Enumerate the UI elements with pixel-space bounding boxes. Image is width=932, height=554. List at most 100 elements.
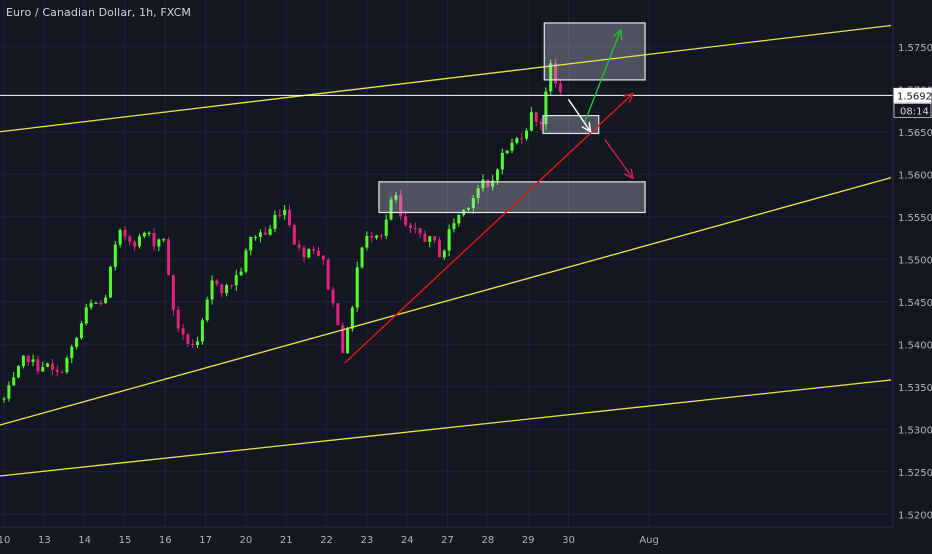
candle-up <box>17 366 21 378</box>
candle-down <box>418 228 422 234</box>
candle-up <box>544 91 548 125</box>
candle-up <box>75 338 79 347</box>
candle-down <box>297 244 301 248</box>
candle-down <box>167 239 171 276</box>
price-tick-label: 1.55500 <box>898 213 932 224</box>
candle-up <box>2 398 6 400</box>
candle-down <box>55 369 59 373</box>
candle-up <box>375 235 379 238</box>
candle-down <box>413 227 417 229</box>
red-arrow-head-head <box>623 92 635 104</box>
green-arrow-shaft <box>583 29 622 123</box>
candle-down <box>321 255 325 260</box>
middle-channel-line <box>0 177 892 426</box>
price-tick-label: 1.55000 <box>898 255 932 266</box>
time-tick-label: 30 <box>562 535 575 546</box>
candle-up <box>70 346 74 358</box>
time-tick-label: Aug <box>639 535 659 546</box>
time-tick-label: 13 <box>38 535 51 546</box>
candle-up <box>268 228 272 235</box>
price-tick-label: 1.54000 <box>898 340 932 351</box>
candle-down <box>220 284 224 294</box>
countdown-label: 08:14 <box>900 106 929 117</box>
candle-up <box>196 341 200 345</box>
candle-up <box>244 250 248 272</box>
candle-up <box>476 188 480 199</box>
candle-up <box>225 285 229 294</box>
time-tick-label: 14 <box>78 535 91 546</box>
candle-up <box>307 249 311 258</box>
time-tick-label: 17 <box>199 535 212 546</box>
candle-down <box>437 240 441 258</box>
candle-up <box>31 359 35 362</box>
price-tick-label: 1.57500 <box>898 43 932 54</box>
candle-up <box>384 219 388 236</box>
candle-up <box>254 236 258 238</box>
candle-down <box>554 63 558 84</box>
candle-up <box>104 297 108 304</box>
candle-up <box>350 307 354 329</box>
price-axis[interactable]: 1.575001.570001.565001.560001.555001.550… <box>892 0 932 550</box>
candle-up <box>258 232 262 237</box>
candle-down <box>558 83 562 92</box>
candle-up <box>273 214 277 229</box>
time-tick-label: 16 <box>159 535 172 546</box>
zones <box>378 22 646 214</box>
candle-up <box>65 357 69 373</box>
candle-up <box>394 195 398 200</box>
candle-up <box>12 377 16 386</box>
candle-down <box>534 112 538 122</box>
white-arrow-head <box>581 121 592 134</box>
candle-down <box>379 235 383 237</box>
candle-up <box>442 250 446 258</box>
candle-down <box>186 334 190 345</box>
candle-up <box>365 235 369 248</box>
candle-up <box>249 237 253 251</box>
candle-down <box>50 363 54 370</box>
top-zone <box>543 22 646 81</box>
candle-up <box>283 209 287 216</box>
candle-up <box>491 180 495 187</box>
candle-up <box>525 130 529 139</box>
green-arrow-head <box>613 28 623 40</box>
candle-up <box>41 366 45 372</box>
time-axis-bg <box>0 527 893 550</box>
candle-down <box>423 233 427 242</box>
time-tick-label: 15 <box>119 535 132 546</box>
price-tick-label: 1.52500 <box>898 468 932 479</box>
candle-up <box>84 307 88 324</box>
arrows <box>344 28 635 364</box>
candle-up <box>7 385 11 399</box>
time-tick-label: 27 <box>441 535 454 546</box>
candle-up <box>210 280 214 300</box>
candle-up <box>505 150 509 153</box>
candle-up <box>108 266 112 298</box>
red-arrow-head <box>344 92 635 364</box>
candle-down <box>331 289 335 304</box>
candle-down <box>99 302 103 304</box>
candle-up <box>46 363 50 367</box>
last-price-label: 1.56928 <box>897 91 932 102</box>
candle-up <box>118 229 122 245</box>
candle-down <box>302 247 306 258</box>
candle-up <box>234 275 238 286</box>
red-arrow-head-shaft <box>344 92 634 364</box>
candle-up <box>355 267 359 308</box>
upper-channel-line <box>0 24 892 133</box>
candle-down <box>26 355 30 362</box>
candle-up <box>515 138 519 143</box>
candle-up <box>360 247 364 268</box>
candle-up <box>147 232 151 234</box>
candle-down <box>123 229 127 237</box>
candle-up <box>346 328 350 354</box>
candle-down <box>36 359 40 372</box>
price-tick-label: 1.52000 <box>898 510 932 521</box>
time-tick-label: 20 <box>240 535 253 546</box>
time-tick-label: 28 <box>481 535 494 546</box>
time-tick-label: 10 <box>0 535 10 546</box>
candle-down <box>263 232 267 235</box>
time-axis[interactable]: 10 13 14 15 16 17 20 21 22 23 24 27 28 29 30 Aug <box>0 526 893 550</box>
price-tick-label: 1.56500 <box>898 128 932 139</box>
